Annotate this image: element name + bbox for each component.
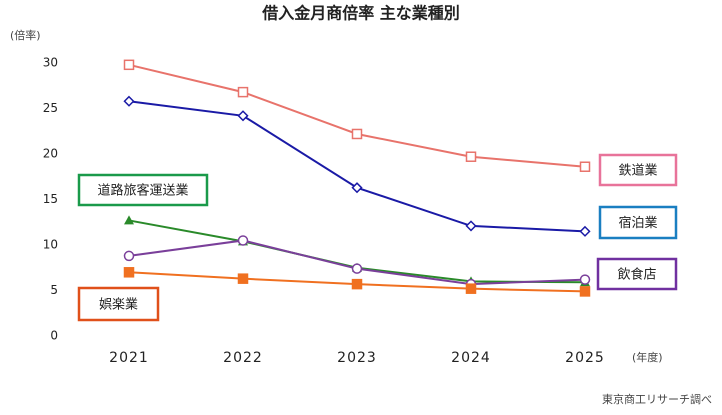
marker (123, 250, 135, 262)
x-tick-label: 2024 (451, 350, 491, 366)
x-tick-label: 2023 (337, 350, 377, 366)
y-tick-label: 15 (43, 192, 58, 206)
series-line (128, 100, 586, 233)
marker (579, 286, 591, 297)
marker (465, 283, 477, 294)
label-box (77, 286, 160, 322)
x-tick-label: 2022 (223, 350, 263, 366)
y-tick-label: 10 (43, 238, 58, 252)
marker (579, 274, 591, 285)
x-tick-label: 2025 (565, 350, 605, 366)
legend-label: 娯楽業 (99, 297, 138, 313)
label-box (596, 257, 678, 291)
marker (237, 273, 249, 284)
y-tick-label: 30 (43, 56, 58, 70)
legend-label: 飲食店 (617, 267, 656, 283)
series-line (128, 63, 586, 168)
marker (579, 225, 591, 237)
y-axis-label: (倍率) (10, 28, 41, 42)
marker (123, 95, 135, 107)
marker (237, 235, 249, 246)
label-box (77, 173, 209, 207)
marker (579, 161, 591, 172)
marker (351, 263, 363, 274)
y-tick-label: 25 (43, 101, 58, 115)
marker (465, 151, 477, 162)
legend-label: 道路旅客運送業 (97, 183, 188, 199)
marker (123, 267, 135, 278)
legend-label: 宿泊業 (618, 215, 657, 231)
chart-title: 借入金月商倍率 主な業種別 (261, 4, 460, 23)
marker (237, 86, 249, 98)
legend-label: 鉄道業 (618, 163, 657, 179)
marker (124, 215, 134, 225)
marker (351, 128, 363, 140)
marker (351, 182, 363, 194)
x-axis-label: (年度) (632, 350, 663, 364)
label-box (598, 205, 678, 240)
x-tick-label: 2021 (109, 350, 149, 366)
series-line (128, 239, 586, 286)
label-box (598, 153, 678, 187)
y-tick-label: 20 (43, 147, 58, 161)
marker (237, 110, 249, 122)
y-tick-label: 5 (50, 283, 58, 297)
source: 東京商工リサーチ調べ (602, 392, 712, 406)
marker (351, 278, 363, 290)
marker (123, 59, 135, 71)
marker (465, 220, 477, 232)
y-tick-label: 0 (50, 329, 58, 343)
